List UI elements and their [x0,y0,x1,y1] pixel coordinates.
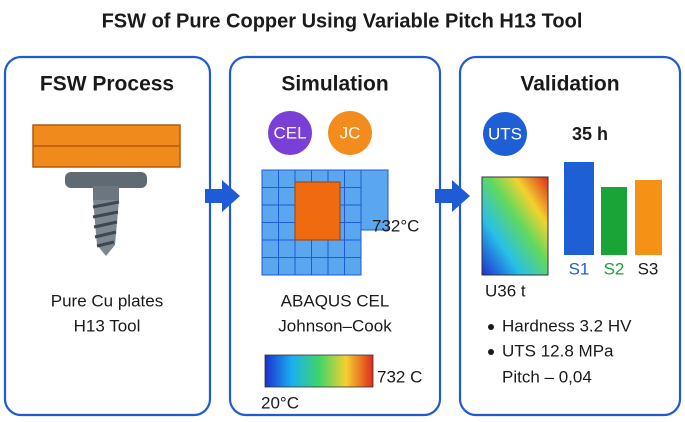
mesh-cell [294,239,312,258]
badge [268,111,312,155]
bar-label: S3 [638,259,659,278]
badge [483,112,527,156]
mesh-cell [360,169,389,231]
bullet-text: Hardness 3.2 HV [502,316,632,335]
mesh-cell [261,257,279,276]
mesh-label: 732°C [372,216,419,235]
mesh-cell [261,222,279,241]
bullet [488,349,494,355]
mesh-cell [344,239,362,258]
text-line: H13 Tool [74,316,141,335]
mesh-cell [278,204,296,223]
colorbar-max: 732 C [377,367,422,386]
badge [328,111,372,155]
mesh-cell [261,187,279,206]
badge-label: CEL [273,123,306,142]
time-label: 35 h [572,124,608,144]
bar-label: S1 [569,259,590,278]
badge-label: JC [340,123,361,142]
mesh-cell [278,187,296,206]
contour [481,176,549,276]
heat-zone [294,181,341,241]
mesh-cell [261,204,279,223]
bullet [488,324,494,330]
mesh-cell [278,239,296,258]
badge-label: UTS [488,124,522,143]
tool [65,172,147,256]
panel-title: Validation [520,73,619,96]
arrow [205,180,240,212]
bar [564,162,594,255]
mesh-cell [344,169,362,188]
text-line: ABAQUS CEL [281,291,390,310]
colorbar [264,354,374,388]
text-line: Pure Cu plates [51,291,163,310]
mesh-cell [278,257,296,276]
mesh-cell [344,222,362,241]
mesh-cell [344,204,362,223]
text-line: Johnson–Cook [278,316,392,335]
note: Pitch – 0,04 [502,367,592,386]
colorbar-min: 20°C [261,393,299,412]
panel-title: Simulation [281,73,388,96]
mesh-cell [344,257,362,276]
bar [601,187,627,255]
mesh-cell [311,257,329,276]
mesh-cell [261,239,279,258]
panel-title: FSW Process [40,73,174,96]
mesh-cell [294,257,312,276]
mesh-cell [311,239,329,258]
contour-label: U36 t [485,281,526,300]
mesh-cell [327,239,345,258]
mesh-cell [278,169,296,188]
title: FSW of Pure Copper Using Variable Pitch … [102,10,583,32]
bar [635,180,662,255]
mesh-cell [278,222,296,241]
mesh-cell [327,257,345,276]
mesh-cell [344,187,362,206]
bullet-text: UTS 12.8 MPa [502,341,614,360]
arrow [435,180,470,212]
bar-label: S2 [604,259,625,278]
mesh-cell [261,169,279,188]
